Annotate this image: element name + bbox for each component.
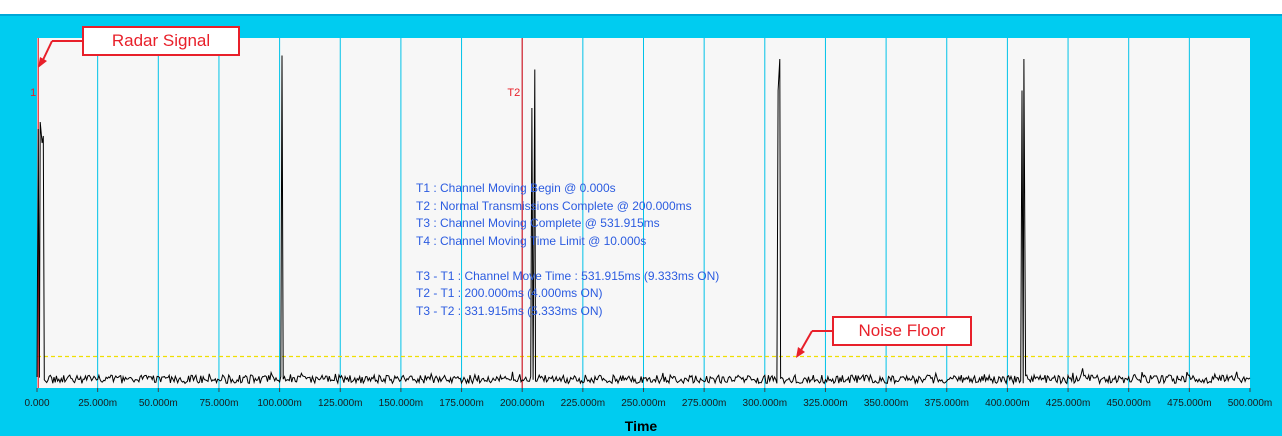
annotation-line: T1 : Channel Moving Begin @ 0.000s: [416, 181, 616, 195]
radar-signal-arrowhead: [38, 57, 47, 68]
radar-signal-arrow: [41, 40, 53, 63]
x-axis-label: Time: [624, 418, 658, 434]
x-tick-label: 375.000m: [925, 398, 969, 409]
noise-floor-arrowhead: [796, 347, 805, 358]
noise-floor-arrow: [799, 330, 813, 353]
time-marker-label: T2: [507, 87, 520, 99]
x-tick-label: 325.000m: [803, 398, 847, 409]
x-tick-label: 25.000m: [78, 398, 117, 409]
signal-layer: [36, 55, 1251, 386]
radar-signal-callout: Radar Signal: [82, 26, 240, 56]
x-tick-label: 350.000m: [864, 398, 908, 409]
x-tick-label: 225.000m: [561, 398, 605, 409]
x-tick-label: 475.000m: [1167, 398, 1211, 409]
x-tick-label: 125.000m: [318, 398, 362, 409]
annotation-line: T4 : Channel Moving Time Limit @ 10.000s: [416, 233, 647, 248]
x-tick-label: 50.000m: [139, 398, 178, 409]
annotation-line: T3 - T2 : 331.915ms (5.333ms ON): [416, 303, 603, 318]
x-tick-labels: 0.000 25.000m 50.000m 75.000m 100.000m 125.00…: [24, 388, 1272, 409]
timing-annotations: T1 : Channel Moving Begin @ 0.000s T2 : …: [416, 180, 719, 320]
x-tick-label: 300.000m: [743, 398, 787, 409]
annotation-line: T3 : Channel Moving Complete @ 531.915ms: [416, 216, 660, 230]
callout-arrows: [38, 40, 832, 358]
noise-floor-callout: Noise Floor: [832, 316, 972, 346]
x-tick-label: 100.000m: [257, 398, 301, 409]
annotation-line: T2 - T1 : 200.000ms (4.000ms ON): [416, 286, 603, 300]
x-tick-label: 150.000m: [379, 398, 423, 409]
signal-trace: [36, 55, 1251, 386]
x-tick-label: 425.000m: [1046, 398, 1090, 409]
annotation-spacer: [416, 250, 719, 268]
annotation-line: T3 - T1 : Channel Move Time : 531.915ms …: [416, 268, 720, 283]
x-tick-label: 175.000m: [439, 398, 483, 409]
x-tick-label: 75.000m: [199, 398, 238, 409]
x-tick-label: 0.000: [24, 398, 49, 409]
time-marker-label: 1: [30, 87, 36, 99]
x-tick-label: 200.000m: [500, 398, 544, 409]
x-tick-label: 450.000m: [1106, 398, 1150, 409]
x-tick-label: 400.000m: [985, 398, 1029, 409]
x-tick-label: 250.000m: [621, 398, 665, 409]
x-tick-label: 275.000m: [682, 398, 726, 409]
x-tick-label: 500.000m: [1228, 398, 1272, 409]
annotation-line: T2 : Normal Transmissions Complete @ 200…: [416, 198, 692, 213]
